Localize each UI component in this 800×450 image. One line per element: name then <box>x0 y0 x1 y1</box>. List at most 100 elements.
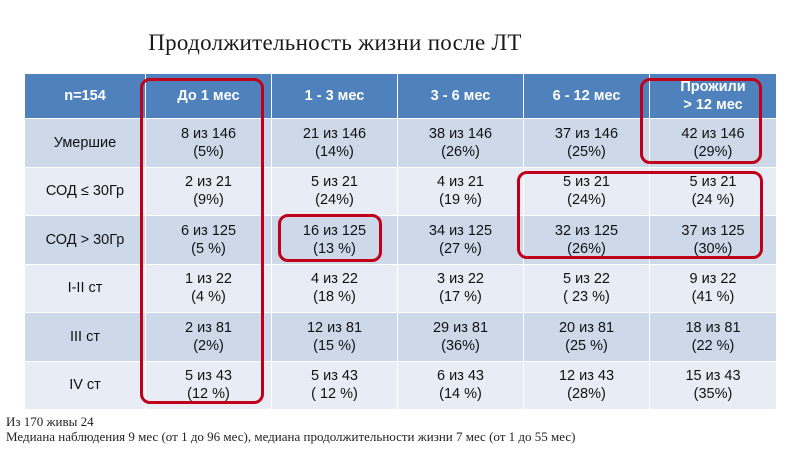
row-label: СОД > 30Гр <box>24 215 146 265</box>
table-cell: 37 из 125 (30%) <box>649 215 777 265</box>
cell-count: 2 из 21 <box>185 174 232 191</box>
cell-count: 5 из 22 <box>563 271 610 288</box>
cell-percent: (24 %) <box>691 192 735 209</box>
cell-percent: (27 %) <box>439 240 482 257</box>
cell-percent: (22 %) <box>691 337 735 354</box>
table-cell: 16 из 125 (13 %) <box>271 215 398 265</box>
cell-count: 38 из 146 <box>428 125 493 142</box>
table-cell: 6 из 125 (5 %) <box>145 215 272 265</box>
cell-count: 15 из 43 <box>685 368 741 385</box>
cell-count: 3 из 22 <box>437 271 484 288</box>
table-cell: 5 из 43( 12 %) <box>271 360 398 410</box>
header-col-survived: Прожили > 12 мес <box>649 73 777 119</box>
cell-percent: (18 %) <box>313 289 356 306</box>
cell-percent: (25 %) <box>565 337 608 354</box>
table-cell: 2 из 21 (9%) <box>145 166 272 216</box>
cell-percent: (26%) <box>441 143 480 160</box>
row-label: III ст <box>24 312 146 362</box>
table-cell: 4 из 21 (19 %) <box>397 166 524 216</box>
header-col: 6 - 12 мес <box>523 73 650 119</box>
cell-percent: (28%) <box>567 386 606 403</box>
header-col: 1 - 3 мес <box>271 73 398 119</box>
cell-percent: (9%) <box>193 192 224 209</box>
table-cell: 8 из 146 (5%) <box>145 118 272 168</box>
cell-percent: (29%) <box>693 143 733 160</box>
cell-percent: (15 %) <box>313 337 356 354</box>
cell-percent: (25%) <box>567 143 606 160</box>
table-cell: 9 из 22 (41 %) <box>649 263 777 313</box>
cell-percent: (26%) <box>567 240 606 257</box>
cell-percent: (36%) <box>441 337 480 354</box>
cell-percent: (14%) <box>315 143 354 160</box>
header-line: Прожили <box>680 79 746 95</box>
table-row: I-II ст 1 из 22 (4 %) 4 из 22 (18 %) 3 из 22(… <box>24 263 777 313</box>
cell-count: 9 из 22 <box>689 271 737 288</box>
header-corner: n=154 <box>24 73 146 119</box>
cell-percent: (14 %) <box>439 386 482 403</box>
cell-percent: ( 12 %) <box>311 386 358 403</box>
cell-count: 12 из 43 <box>558 368 615 385</box>
cell-percent: (19 %) <box>439 192 482 209</box>
cell-count: 37 из 125 <box>681 222 745 239</box>
table-row: IV ст 5 из 43 (12 %) 5 из 43( 12 %) 6 из 43(… <box>24 360 777 410</box>
cell-count: 5 из 21 <box>563 174 610 191</box>
table-row: III ст 2 из 81 (2%) 12 из 81 (15 %) 29 из 81(… <box>24 312 777 362</box>
cell-percent: (13 %) <box>313 240 356 257</box>
header-line: > 12 мес <box>683 97 743 113</box>
cell-count: 5 из 43 <box>185 368 232 385</box>
cell-count: 6 из 125 <box>180 222 237 239</box>
table-cell: 12 из 43 (28%) <box>523 360 650 410</box>
cell-count: 18 из 81 <box>685 319 741 336</box>
table-cell: 38 из 146 (26%) <box>397 118 524 168</box>
table-cell: 5 из 21 (24 %) <box>649 166 777 216</box>
cell-percent: (30%) <box>693 240 733 257</box>
row-label: Умершие <box>24 118 146 168</box>
survival-table: n=154 До 1 мес 1 - 3 мес 3 - 6 мес 6 - 1… <box>24 73 777 410</box>
row-label: СОД ≤ 30Гр <box>24 166 146 216</box>
table-header-row: n=154 До 1 мес 1 - 3 мес 3 - 6 мес 6 - 1… <box>24 73 777 119</box>
cell-percent: (41 %) <box>691 289 735 306</box>
footnotes: Из 170 живы 24 Медиана наблюдения 9 мес … <box>6 414 575 444</box>
cell-percent: (24%) <box>315 192 354 209</box>
table-cell: 3 из 22 (17 %) <box>397 263 524 313</box>
cell-percent: (12 %) <box>187 386 230 403</box>
cell-count: 34 из 125 <box>428 222 493 239</box>
cell-percent: (17 %) <box>439 289 482 306</box>
table-cell: 5 из 43 (12 %) <box>145 360 272 410</box>
cell-count: 42 из 146 <box>681 125 745 142</box>
table-cell: 42 из 146 (29%) <box>649 118 777 168</box>
cell-count: 2 из 81 <box>185 319 232 336</box>
cell-percent: (2%) <box>193 337 224 354</box>
table-cell: 15 из 43 (35%) <box>649 360 777 410</box>
cell-count: 4 из 21 <box>437 174 484 191</box>
table-cell: 32 из 125 (26%) <box>523 215 650 265</box>
slide-title: Продолжительность жизни после ЛТ <box>148 30 522 55</box>
cell-percent: (5%) <box>193 143 224 160</box>
cell-percent: (4 %) <box>191 289 226 306</box>
table-cell: 37 из 146 (25%) <box>523 118 650 168</box>
table-row: СОД ≤ 30Гр 2 из 21 (9%) 5 из 21 (24%) 4 из 21… <box>24 166 777 216</box>
cell-count: 12 из 81 <box>306 319 363 336</box>
row-label: IV ст <box>24 360 146 410</box>
cell-count: 32 из 125 <box>554 222 619 239</box>
cell-percent: (35%) <box>693 386 733 403</box>
cell-count: 8 из 146 <box>180 125 237 142</box>
cell-count: 21 из 146 <box>302 125 367 142</box>
row-label: I-II ст <box>24 263 146 313</box>
cell-count: 16 из 125 <box>302 222 367 239</box>
table-row: СОД > 30Гр 6 из 125 (5 %) 16 из 125 (13 %) 34… <box>24 215 777 265</box>
table-cell: 29 из 81 (36%) <box>397 312 524 362</box>
table-cell: 2 из 81 (2%) <box>145 312 272 362</box>
table-cell: 6 из 43 (14 %) <box>397 360 524 410</box>
table-cell: 34 из 125 (27 %) <box>397 215 524 265</box>
cell-count: 1 из 22 <box>185 271 232 288</box>
footnote-line: Из 170 живы 24 <box>6 414 94 429</box>
table-cell: 5 из 21 (24%) <box>271 166 398 216</box>
table-cell: 4 из 22 (18 %) <box>271 263 398 313</box>
table-cell: 1 из 22 (4 %) <box>145 263 272 313</box>
cell-count: 20 из 81 <box>558 319 615 336</box>
header-col: До 1 мес <box>145 73 272 119</box>
cell-percent: (24%) <box>567 192 606 209</box>
cell-percent: (5 %) <box>191 240 226 257</box>
cell-count: 6 из 43 <box>437 368 484 385</box>
